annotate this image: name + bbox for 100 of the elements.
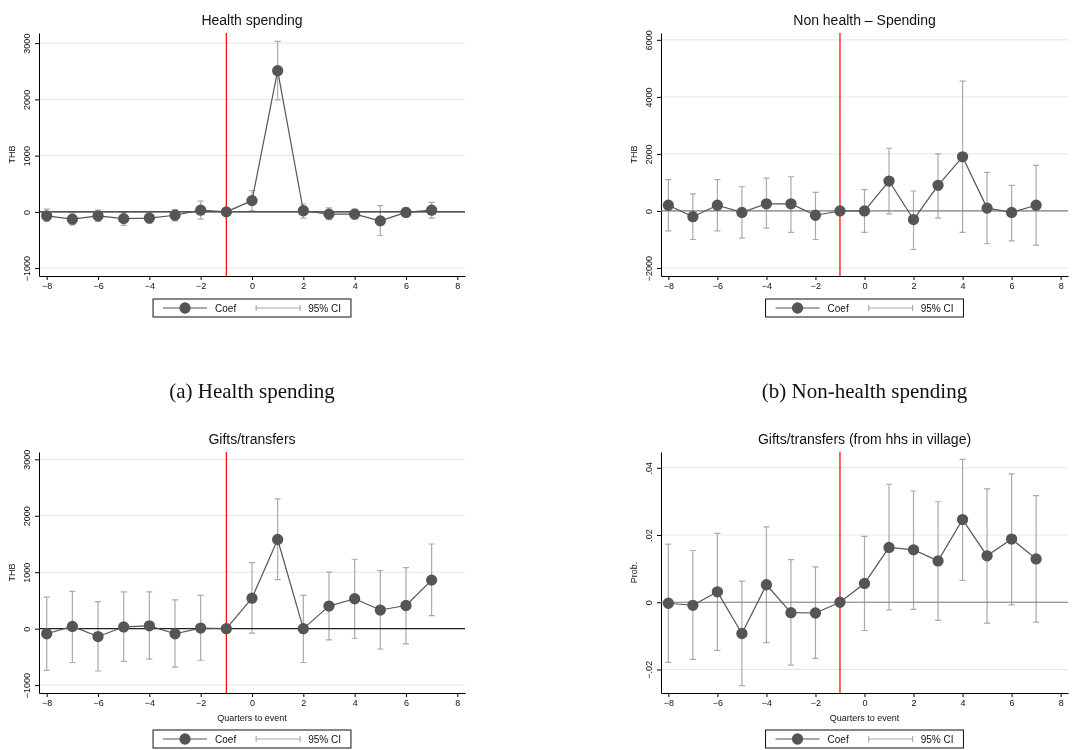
x-tick-label: −4: [761, 281, 773, 292]
point: [932, 555, 944, 567]
x-tick-label: −2: [810, 281, 822, 292]
point: [736, 206, 748, 219]
point: [272, 65, 284, 77]
y-tick-label: −1000: [22, 255, 32, 282]
chart-title: Gifts/transfers (from hhs in village): [757, 431, 972, 447]
point: [246, 194, 258, 207]
y-axis-title: THB: [7, 563, 17, 582]
point: [883, 541, 895, 554]
x-tick-label: −6: [93, 281, 104, 292]
y-tick-label: 2000: [644, 144, 654, 165]
point: [956, 151, 969, 163]
text: (a) Health spending: [169, 379, 336, 403]
text: 95% CI: [308, 733, 341, 745]
point: [374, 604, 386, 616]
point: [687, 599, 699, 611]
chart-title: Non health – Spending: [793, 12, 936, 28]
point: [272, 533, 284, 546]
point: [1005, 533, 1018, 545]
point: [981, 550, 993, 562]
y-tick-label: 2000: [22, 89, 32, 110]
x-tick-label: 8: [455, 698, 461, 709]
point: [662, 597, 674, 609]
point: [981, 202, 993, 214]
point: [662, 199, 674, 211]
chart-title: Gifts/transfers: [208, 431, 296, 447]
x-tick-label: −2: [196, 281, 207, 292]
point: [711, 586, 724, 598]
point: [169, 628, 181, 640]
x-tick-label: 6: [1009, 698, 1015, 709]
text: 95% CI: [920, 733, 954, 745]
point: [736, 627, 748, 640]
x-tick-label: 2: [911, 281, 917, 292]
point: [349, 593, 361, 605]
point: [66, 620, 78, 633]
x-tick-label: 0: [249, 698, 256, 709]
point: [858, 577, 871, 590]
y-tick-label: 0: [644, 600, 654, 606]
point: [41, 628, 53, 640]
x-tick-label: −4: [761, 698, 773, 709]
x-tick-label: −4: [144, 281, 155, 292]
x-tick-label: −2: [196, 698, 207, 709]
x-tick-label: 2: [301, 698, 307, 709]
point: [834, 205, 846, 217]
x-tick-label: 0: [249, 281, 256, 292]
x-tick-label: −6: [712, 698, 724, 709]
text: (b) Non-health spending: [761, 379, 968, 403]
point: [907, 544, 920, 556]
point: [220, 623, 232, 635]
x-tick-label: −4: [144, 698, 155, 709]
y-tick-label: 6000: [644, 30, 654, 51]
point: [687, 211, 699, 223]
y-tick-label: −2000: [644, 255, 654, 282]
y-tick-label: 4000: [644, 87, 654, 108]
legend-label: Coef: [827, 733, 849, 745]
x-tick-label: −8: [663, 281, 674, 292]
point: [711, 199, 724, 211]
y-tick-label: 3000: [22, 449, 32, 470]
x-tick-label: −2: [810, 698, 822, 709]
x-tick-label: 2: [301, 281, 307, 292]
y-axis-title: Prob.: [629, 561, 639, 584]
y-tick-label: 1000: [22, 562, 32, 583]
point: [92, 630, 104, 643]
x-tick-label: 0: [862, 698, 868, 709]
legend-label: Coef: [215, 302, 237, 314]
y-tick-label: 0: [644, 208, 654, 214]
y-axis-title: THB: [7, 145, 17, 164]
x-axis-title: Quarters to event: [829, 713, 900, 723]
y-tick-label: −1000: [22, 672, 32, 699]
point: [323, 600, 335, 612]
point: [220, 206, 232, 218]
x-tick-label: −8: [42, 281, 53, 292]
x-tick-label: 0: [862, 281, 868, 292]
point: [834, 596, 846, 608]
point: [760, 579, 773, 591]
point: [858, 205, 871, 217]
x-tick-label: 6: [1009, 281, 1015, 292]
x-tick-label: 8: [1058, 281, 1064, 292]
text: 95% CI: [308, 302, 341, 314]
point: [1030, 553, 1042, 565]
point: [1005, 206, 1018, 219]
x-tick-label: 4: [960, 281, 966, 292]
point: [143, 620, 155, 632]
point: [932, 179, 944, 191]
point: [883, 175, 895, 187]
point: [400, 599, 412, 612]
y-tick-label: 0: [22, 209, 32, 215]
x-axis-title: Quarters to event: [217, 713, 288, 723]
x-tick-label: 4: [352, 281, 358, 292]
point: [907, 213, 920, 226]
point: [956, 513, 969, 526]
point: [809, 607, 822, 619]
point: [760, 198, 773, 210]
x-tick-label: −8: [663, 698, 674, 709]
point: [809, 209, 822, 221]
y-tick-label: 1000: [22, 146, 32, 167]
point: [118, 621, 130, 633]
y-tick-label: 0: [22, 626, 32, 632]
y-tick-label: 2000: [22, 506, 32, 527]
